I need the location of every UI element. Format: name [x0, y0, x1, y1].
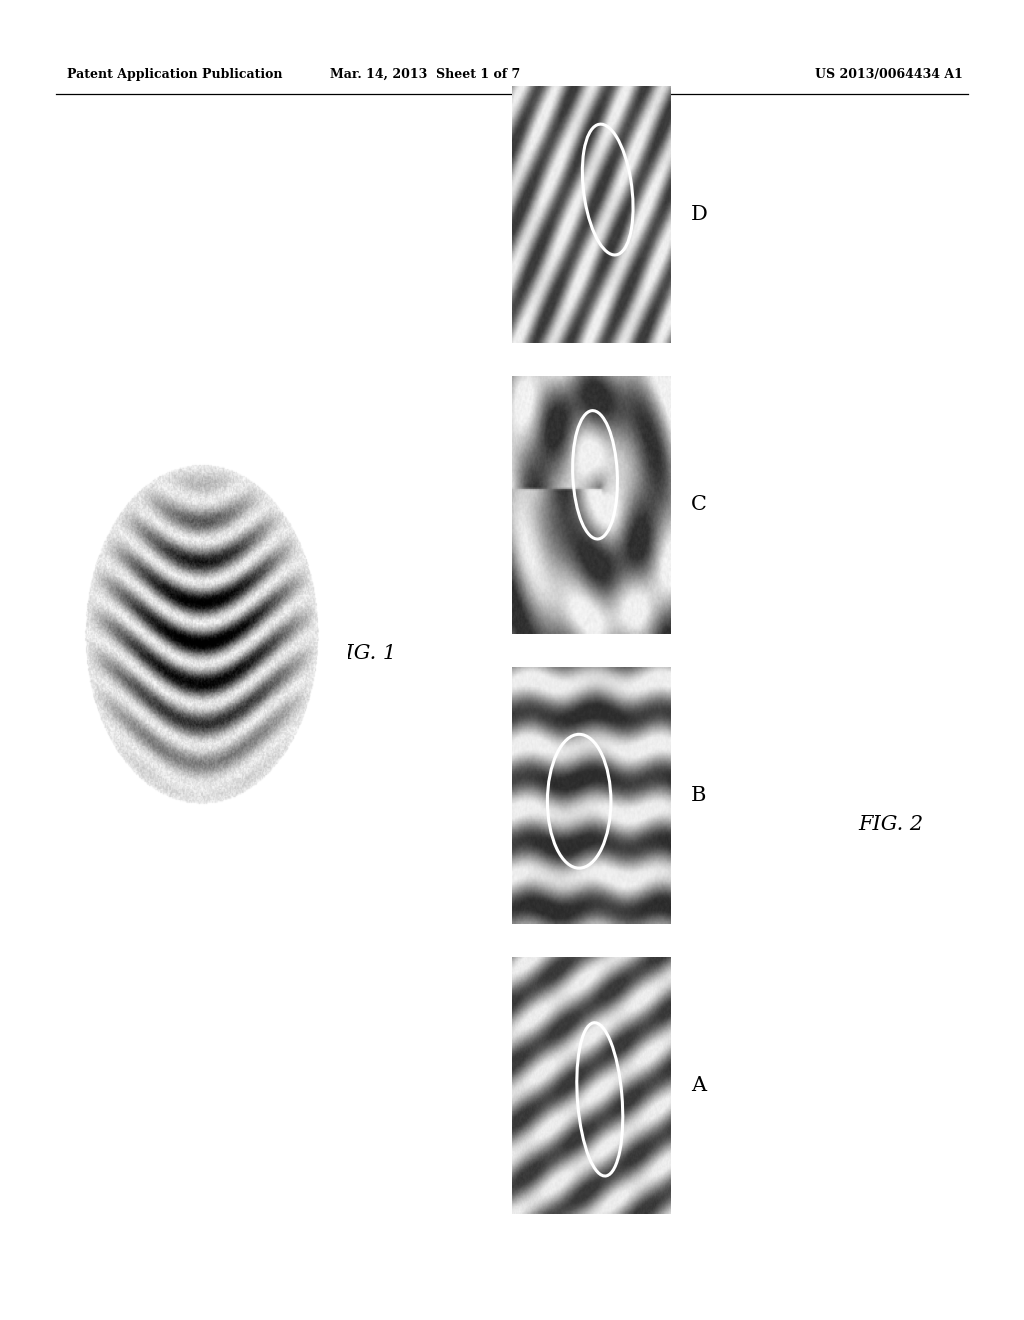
Text: FIG. 2: FIG. 2	[858, 816, 924, 834]
Text: Mar. 14, 2013  Sheet 1 of 7: Mar. 14, 2013 Sheet 1 of 7	[330, 69, 520, 81]
Text: A: A	[691, 1076, 707, 1096]
Text: C: C	[691, 495, 708, 515]
Text: B: B	[691, 785, 707, 805]
Text: US 2013/0064434 A1: US 2013/0064434 A1	[815, 69, 963, 81]
Text: FIG. 1: FIG. 1	[331, 644, 396, 663]
Text: Patent Application Publication: Patent Application Publication	[67, 69, 282, 81]
Text: D: D	[691, 205, 708, 224]
